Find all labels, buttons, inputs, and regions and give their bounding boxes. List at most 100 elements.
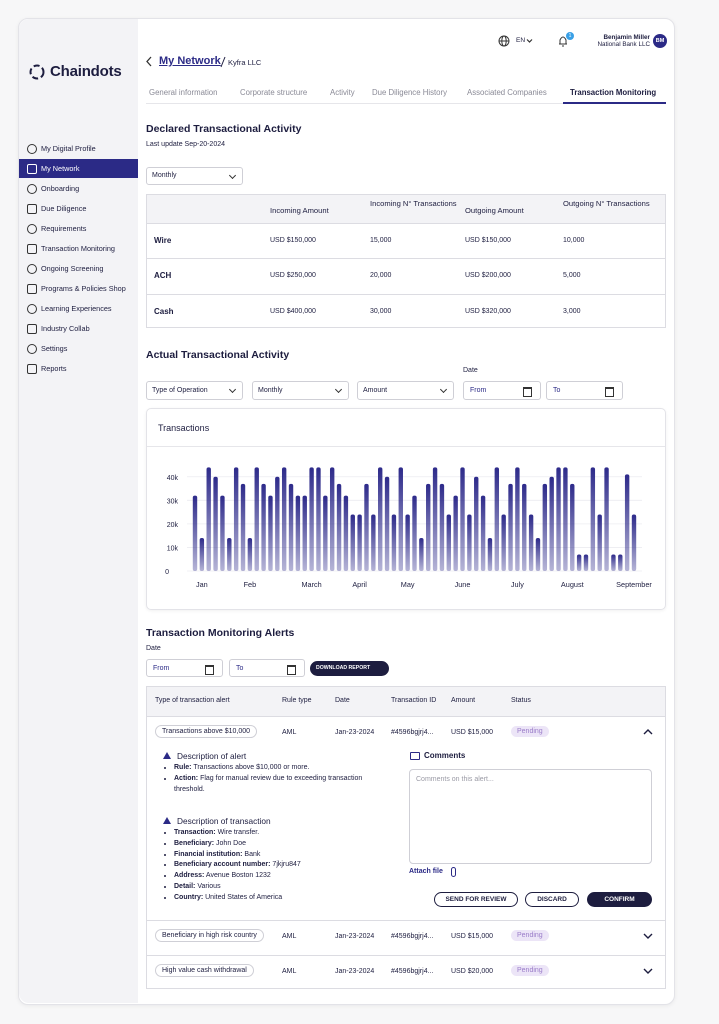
period-select[interactable]: Monthly (146, 167, 243, 185)
tab[interactable]: General information (149, 88, 218, 97)
bar (576, 554, 582, 571)
bar (350, 514, 355, 571)
tabs-line (146, 103, 666, 104)
bar (329, 467, 335, 571)
menu-item[interactable]: Reports (19, 359, 138, 378)
chevron[interactable] (643, 728, 653, 736)
chart-card: Transactions 0 10k 20k 30k 40k Jan Feb March Apri… (146, 408, 666, 610)
date-label: Date (463, 367, 478, 374)
detail-item-label: Detail: (174, 882, 196, 890)
menu-item[interactable]: Settings (19, 339, 138, 358)
bar (199, 538, 205, 571)
bar (439, 483, 445, 571)
menu-item[interactable]: My Network (19, 159, 138, 178)
menu-item[interactable]: Programs & Policies Shop (19, 279, 138, 298)
language-icons (498, 35, 533, 47)
menu-item[interactable]: Onboarding (19, 179, 138, 198)
cell: Jan-23-2024 (335, 933, 375, 940)
menu-item[interactable]: Requirements (19, 219, 138, 238)
filter-select[interactable]: Monthly (252, 381, 349, 400)
date-text: From (153, 665, 170, 672)
filter-select[interactable]: Type of Operation (146, 381, 243, 400)
cell: AML (282, 729, 297, 736)
x-tick-label: Jan (196, 580, 208, 589)
action-button[interactable]: CONFIRM (587, 892, 652, 907)
bar (467, 514, 472, 571)
bar (501, 514, 506, 571)
bar (508, 483, 513, 571)
row-label: ACH (154, 271, 172, 281)
back-icon[interactable] (144, 55, 174, 69)
chevron[interactable] (643, 967, 653, 975)
menu-item[interactable]: Learning Experiences (19, 299, 138, 318)
attach-link[interactable]: Attach file (409, 868, 443, 875)
tab[interactable]: Transaction Monitoring (570, 88, 657, 97)
last-update: Last update Sep-20-2024 (146, 141, 226, 148)
detail-item-text: United States of America (205, 893, 283, 901)
tab[interactable]: Corporate structure (240, 88, 308, 97)
menu-item[interactable]: Industry Collab (19, 319, 138, 338)
column-header: Status (511, 697, 531, 704)
cell: Jan-23-2024 (335, 729, 375, 736)
detail-item-text: Various (197, 882, 221, 890)
cell: USD $250,000 (270, 272, 316, 280)
bar (549, 476, 554, 571)
language[interactable]: EN (516, 37, 526, 44)
detail-item-text: Wire transfer. (217, 829, 260, 836)
bar (542, 483, 548, 571)
bar (535, 538, 541, 571)
cell: USD $150,000 (270, 237, 316, 244)
tab[interactable]: Activity (330, 88, 355, 97)
bar (528, 514, 534, 571)
action-button[interactable]: DISCARD (525, 892, 579, 907)
detail-item-text: Flag for manual review due to exceeding … (174, 774, 363, 793)
cell: USD $20,000 (451, 968, 494, 975)
tab[interactable]: Associated Companies (467, 88, 547, 97)
menu-item[interactable]: Due Diligence (19, 199, 138, 218)
avatar[interactable]: BM (653, 34, 667, 48)
menu-item[interactable]: My Digital Profile (19, 139, 138, 158)
chevron[interactable] (643, 932, 653, 940)
action-button[interactable]: SEND FOR REVIEW (434, 892, 518, 907)
detail-item-label: Beneficiary: (174, 839, 215, 847)
detail-item-label: Action: (174, 774, 199, 782)
cell: 20,000 (370, 272, 392, 280)
select-text: Monthly (258, 387, 283, 394)
detail-item-text: Bank (244, 850, 261, 858)
bar (590, 467, 596, 571)
bar (316, 467, 321, 571)
table-header (147, 687, 665, 716)
bar (611, 554, 616, 571)
bar (295, 495, 301, 571)
detail-item-text: 7jkjru847 (272, 861, 301, 869)
date-input[interactable]: From (146, 659, 223, 677)
breadcrumb-parent[interactable]: My Network (159, 55, 221, 67)
tab[interactable]: Due Diligence History (372, 88, 447, 97)
cell: 5,000 (563, 272, 581, 280)
date-input[interactable]: From (463, 381, 541, 400)
cell: 15,000 (370, 237, 392, 244)
filter-select[interactable]: Amount (357, 381, 454, 400)
comment-box[interactable]: Comments on this alert... (409, 769, 652, 864)
menu-item[interactable]: Transaction Monitoring (19, 239, 138, 258)
download-button[interactable]: DOWNLOAD REPORT (310, 661, 389, 676)
menu-icon (27, 244, 37, 254)
menu-item[interactable]: Ongoing Screening (19, 259, 138, 278)
menu-icon (27, 184, 37, 194)
sidebar (19, 19, 138, 1003)
x-tick-label: August (561, 580, 584, 589)
declared-table: Incoming Amount Incoming N° Transactions O… (146, 194, 666, 328)
bar (261, 483, 266, 571)
bar (275, 476, 280, 571)
bell-icon[interactable] (557, 34, 571, 48)
bar (240, 483, 246, 571)
comments-title: Comments (424, 751, 466, 760)
bar (474, 476, 479, 571)
detail-title: Description of alert (177, 751, 247, 761)
date-input[interactable]: To (229, 659, 305, 677)
user-org: National Bank LLC (597, 41, 650, 48)
bar (233, 467, 239, 571)
detail-item: Address: Avenue Boston 1232 (174, 871, 374, 882)
date-input[interactable]: To (546, 381, 623, 400)
detail-item: Detail: Various (174, 882, 374, 893)
